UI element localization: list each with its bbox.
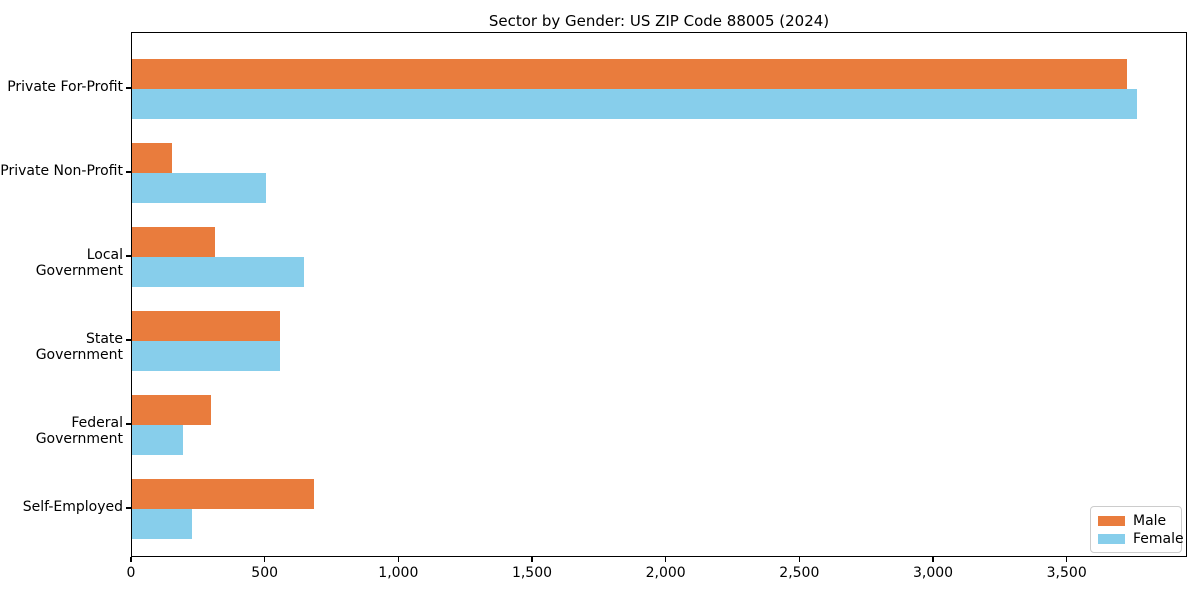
y-tick-mark [126, 87, 131, 89]
bar-male-2 [132, 227, 215, 257]
bar-female-2 [132, 257, 305, 287]
y-tick-mark [126, 507, 131, 509]
x-tick-mark [397, 557, 400, 562]
bar-male-4 [132, 395, 211, 425]
x-tick-mark [263, 557, 266, 562]
y-tick-label: Self-Employed [22, 499, 123, 515]
bar-female-5 [132, 509, 193, 539]
legend-item-male: Male [1098, 514, 1181, 528]
x-tick-label: 2,000 [645, 565, 686, 581]
x-tick-mark [932, 557, 934, 562]
bar-female-3 [132, 341, 281, 371]
legend: Male Female [1090, 506, 1184, 553]
y-tick-label: Local Government [35, 247, 123, 279]
plot-area [131, 32, 1187, 557]
x-tick-label: 3,000 [912, 565, 954, 581]
y-tick-label: Private For-Profit [7, 79, 123, 95]
y-tick-label: State Government [35, 331, 123, 363]
x-tick-label: 2,500 [779, 565, 820, 581]
legend-label-female: Female [1133, 530, 1184, 547]
y-tick-label: Private Non-Profit [0, 163, 123, 179]
legend-item-female: Female [1098, 530, 1184, 547]
x-tick-label: 1,000 [378, 565, 419, 581]
legend-label-male: Male [1133, 512, 1167, 529]
y-tick-label: Federal Government [35, 415, 123, 447]
x-tick-label: 500 [251, 565, 279, 581]
bar-male-5 [132, 479, 314, 509]
bar-male-1 [132, 143, 173, 173]
x-tick-label: 1,500 [511, 565, 553, 581]
x-tick-mark [798, 557, 801, 562]
bar-female-4 [132, 425, 183, 455]
y-tick-mark [126, 255, 131, 257]
x-tick-mark [130, 557, 132, 562]
chart-title: Sector by Gender: US ZIP Code 88005 (202… [488, 12, 830, 30]
x-tick-mark [1065, 557, 1068, 562]
bar-male-0 [132, 59, 1127, 89]
bar-male-3 [132, 311, 281, 341]
bar-female-0 [132, 89, 1138, 119]
y-tick-mark [126, 423, 131, 425]
x-tick-mark [531, 557, 533, 562]
x-tick-mark [664, 557, 667, 562]
x-tick-label: 3,500 [1046, 565, 1087, 581]
male-swatch-icon [1098, 515, 1125, 526]
y-tick-mark [126, 339, 131, 341]
y-tick-mark [126, 171, 131, 173]
x-tick-label: 0 [126, 565, 136, 581]
female-swatch-icon [1098, 533, 1125, 544]
bar-female-1 [132, 173, 266, 203]
